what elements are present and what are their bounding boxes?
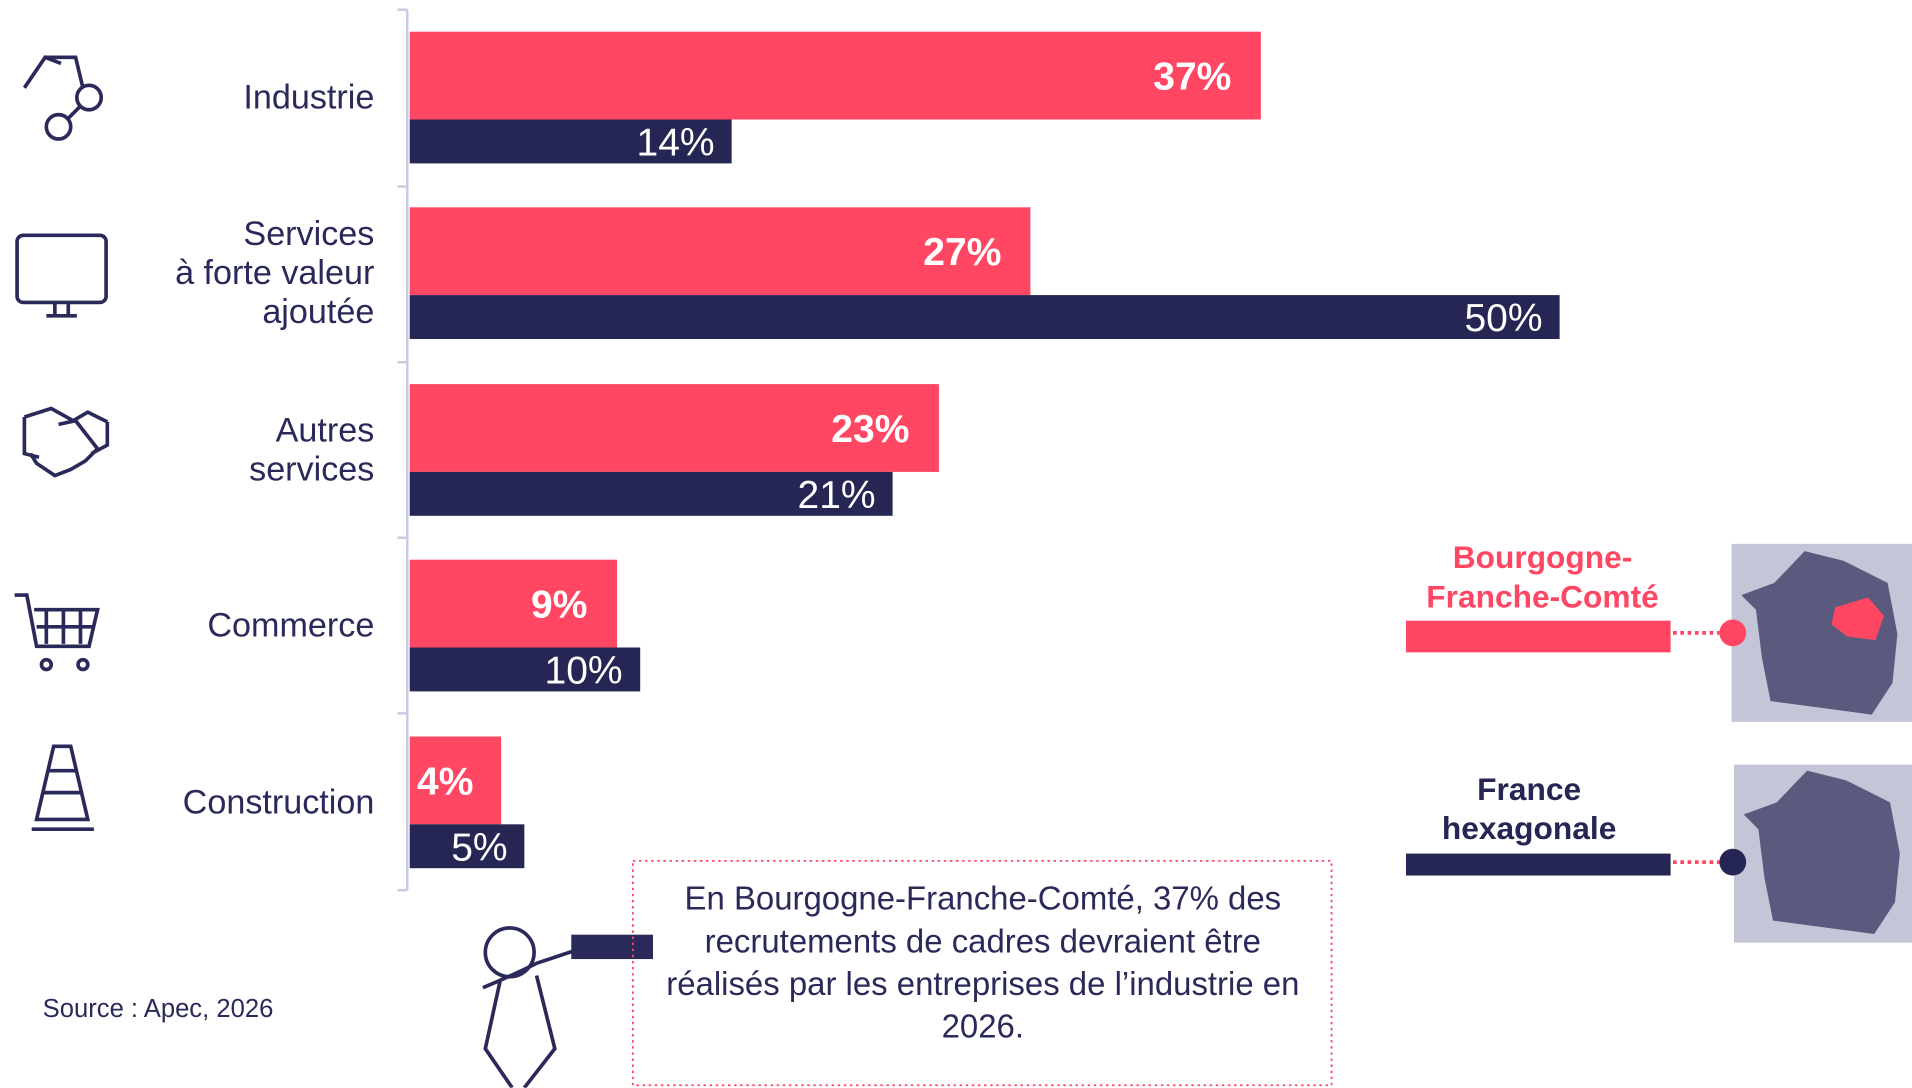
source: Source : Apec, 2026: [42, 995, 274, 1024]
legend-maps: [1673, 543, 1912, 943]
bar: [409, 383, 939, 472]
bar: [409, 823, 525, 868]
legend-label: France hexagonale: [1441, 770, 1617, 847]
value-label: 37%: [1153, 54, 1232, 99]
bar: [409, 207, 1031, 296]
bar: [409, 736, 502, 824]
icons: [14, 55, 653, 1088]
category-label: Services à forte valeur ajoutée: [175, 215, 375, 331]
value-label: 9%: [531, 582, 588, 627]
bar: [409, 31, 1261, 120]
category-label: Industrie: [243, 78, 375, 116]
legend-swatch: [1405, 853, 1671, 876]
bar: [409, 559, 617, 648]
annotation-box: [631, 859, 1333, 1087]
bar: [409, 471, 893, 516]
bar: [409, 295, 1560, 340]
legend-swatch: [1405, 620, 1671, 653]
value-label: 21%: [797, 472, 876, 517]
value-label: 10%: [544, 648, 623, 693]
legend-label: Bourgogne-Franche-Comté: [1426, 538, 1659, 615]
value-label: 14%: [636, 120, 715, 165]
category-label: Commerce: [207, 606, 375, 645]
annotation: En Bourgogne-Franche-Comté, 37% des recr…: [666, 880, 1300, 1046]
category-separators: [397, 8, 408, 892]
category-label: Construction: [182, 782, 375, 821]
value-label: 27%: [923, 230, 1002, 275]
value-label: 23%: [831, 406, 910, 451]
bar: [409, 647, 640, 692]
value-label: 50%: [1464, 296, 1543, 341]
value-label: 4%: [417, 758, 474, 803]
category-label: Autres services: [249, 410, 375, 488]
value-label: 5%: [451, 824, 508, 869]
bar: [409, 119, 732, 164]
